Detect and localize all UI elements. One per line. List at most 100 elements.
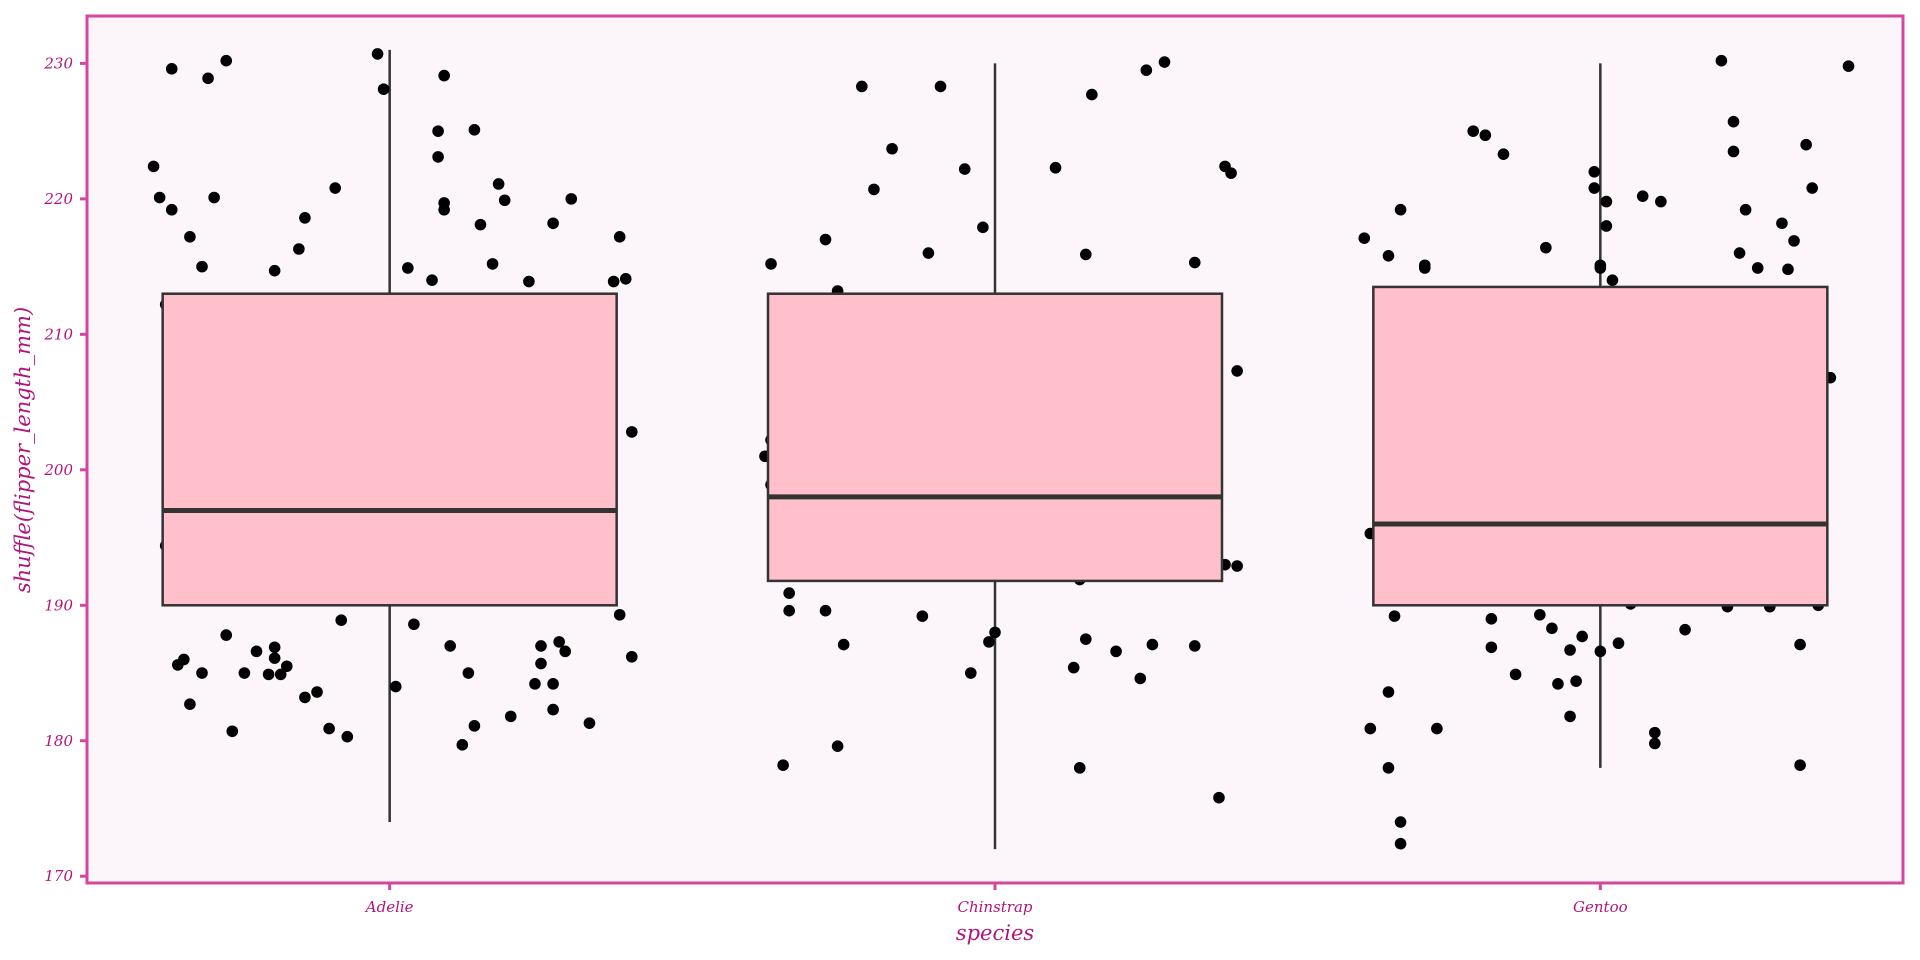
data-point-gentoo [1382, 249, 1395, 262]
data-point-chinstrap [819, 233, 832, 246]
data-point-adelie [486, 258, 499, 270]
y-tick-label: 230 [43, 54, 73, 72]
data-point-adelie [462, 667, 475, 679]
data-point-gentoo [1806, 182, 1818, 194]
data-point-gentoo [1364, 722, 1377, 735]
data-point-gentoo [1358, 232, 1371, 244]
data-point-chinstrap [977, 221, 989, 234]
data-point-adelie [426, 274, 438, 286]
data-point-adelie [371, 48, 384, 60]
data-point-chinstrap [1134, 672, 1147, 685]
data-point-adelie [438, 69, 450, 82]
data-point-gentoo [1842, 60, 1855, 72]
box-bodies-layer [161, 285, 1829, 607]
data-point-adelie [262, 668, 275, 681]
data-point-adelie [196, 667, 208, 679]
data-point-gentoo [1727, 115, 1740, 128]
data-point-chinstrap [958, 163, 971, 175]
data-point-chinstrap [1049, 161, 1062, 174]
data-point-chinstrap [777, 759, 789, 771]
data-point-gentoo [1649, 737, 1661, 750]
data-point-chinstrap [1231, 560, 1243, 572]
data-point-adelie [220, 629, 233, 641]
data-point-adelie [299, 212, 311, 224]
data-point-gentoo [1576, 630, 1588, 643]
data-point-adelie [208, 191, 220, 204]
data-point-chinstrap [964, 667, 977, 679]
data-point-adelie [498, 194, 511, 207]
data-point-gentoo [1467, 125, 1480, 137]
data-point-adelie [226, 725, 239, 738]
data-point-chinstrap [783, 604, 795, 617]
data-point-gentoo [1540, 241, 1552, 254]
data-point-chinstrap [1080, 248, 1092, 261]
data-point-chinstrap [1158, 56, 1171, 68]
data-point-adelie [613, 231, 626, 243]
data-point-chinstrap [1080, 633, 1092, 645]
data-point-gentoo [1733, 247, 1746, 259]
data-point-gentoo [1588, 182, 1601, 194]
data-point-adelie [268, 264, 281, 277]
data-point-adelie [293, 243, 305, 255]
data-point-adelie [268, 652, 281, 664]
data-point-gentoo [1612, 637, 1625, 650]
data-point-gentoo [1794, 759, 1806, 771]
data-point-chinstrap [1140, 64, 1153, 76]
data-point-adelie [432, 151, 444, 163]
data-point-adelie [196, 260, 208, 273]
data-point-gentoo [1564, 710, 1576, 723]
data-point-chinstrap [1067, 661, 1080, 674]
data-point-chinstrap [1188, 640, 1201, 652]
data-point-chinstrap [837, 638, 850, 651]
data-point-adelie [311, 686, 323, 698]
data-point-adelie [492, 178, 505, 190]
data-point-gentoo [1534, 608, 1546, 621]
data-point-gentoo [1564, 644, 1576, 656]
x-tick-label-adelie: Adelie [364, 898, 414, 916]
data-point-adelie [389, 680, 402, 693]
data-point-chinstrap [989, 626, 1001, 639]
x-tick-label-chinstrap: Chinstrap [957, 898, 1032, 916]
data-point-chinstrap [1146, 638, 1159, 651]
data-point-gentoo [1606, 274, 1619, 286]
data-point-gentoo [1788, 235, 1800, 247]
data-point-adelie [153, 191, 166, 204]
data-point-chinstrap [765, 258, 777, 270]
data-point-adelie [626, 426, 638, 438]
data-point-adelie [408, 618, 420, 631]
data-point-chinstrap [819, 604, 832, 617]
data-point-chinstrap [983, 636, 995, 648]
data-point-adelie [607, 275, 620, 288]
data-point-adelie [474, 218, 487, 231]
data-point-adelie [147, 160, 160, 173]
data-point-adelie [184, 231, 196, 243]
data-point-chinstrap [831, 740, 844, 752]
data-point-gentoo [1727, 145, 1740, 158]
data-point-gentoo [1546, 622, 1558, 635]
box-adelie [161, 292, 618, 607]
box-chinstrap [766, 292, 1224, 583]
y-tick-label: 180 [44, 732, 73, 750]
data-point-adelie [165, 203, 178, 216]
data-point-gentoo [1509, 668, 1522, 681]
data-point-adelie [535, 640, 547, 652]
y-axis-title: shuffle(flipper_length_mm) [11, 307, 35, 593]
y-tick-label: 170 [44, 867, 73, 885]
box-gentoo [1372, 285, 1829, 607]
data-point-gentoo [1715, 54, 1728, 67]
data-point-chinstrap [886, 142, 898, 155]
data-point-chinstrap [1188, 256, 1201, 269]
points-layer [147, 48, 1855, 850]
data-point-adelie [583, 717, 596, 729]
data-point-adelie [377, 83, 390, 95]
data-point-gentoo [1485, 641, 1498, 654]
data-point-adelie [165, 63, 178, 75]
data-point-adelie [274, 668, 287, 681]
data-point-adelie [444, 640, 457, 652]
data-point-gentoo [1739, 203, 1752, 216]
data-point-adelie [202, 72, 214, 85]
data-point-gentoo [1588, 165, 1601, 178]
data-point-gentoo [1394, 816, 1407, 828]
data-point-gentoo [1382, 686, 1395, 698]
data-point-adelie [238, 667, 251, 679]
